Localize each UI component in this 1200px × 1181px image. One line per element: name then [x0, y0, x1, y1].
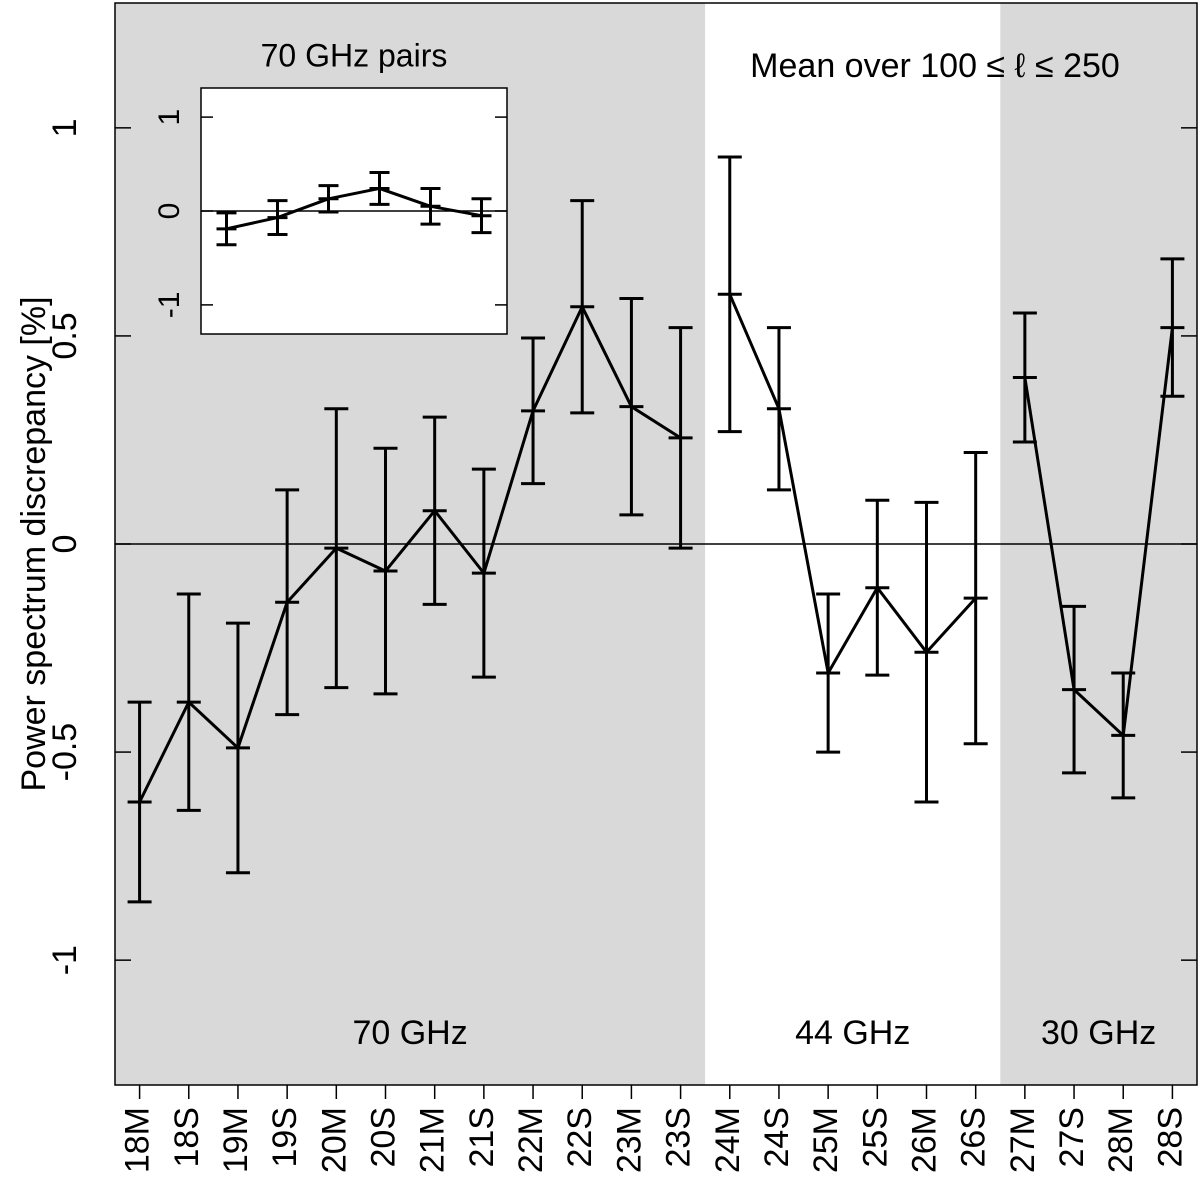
x-tick-label: 20M	[315, 1107, 353, 1173]
x-tick-label: 18M	[119, 1107, 157, 1173]
region-label: 44 GHz	[795, 1014, 910, 1052]
x-tick-label: 24M	[709, 1107, 747, 1173]
x-tick-label: 19S	[266, 1107, 304, 1168]
y-tick-label: 1	[153, 109, 186, 126]
x-tick-label: 22M	[512, 1107, 550, 1173]
x-tick-label: 19M	[217, 1107, 255, 1173]
x-tick-label: 24S	[758, 1107, 796, 1168]
region-label: 30 GHz	[1041, 1014, 1156, 1052]
y-tick-label: 0	[153, 203, 186, 220]
y-tick-label: 0.5	[46, 312, 84, 359]
plot-frame	[114, 2, 1198, 1086]
region-label: 70 GHz	[352, 1014, 467, 1052]
annotation: Mean over 100 ≤ ℓ ≤ 250	[750, 47, 1120, 85]
x-tick-label: 25S	[856, 1107, 894, 1168]
y-tick-label: -0.5	[46, 723, 84, 782]
x-tick-label: 23M	[610, 1107, 648, 1173]
data-line	[226, 186, 482, 231]
x-tick-label: 20S	[364, 1107, 402, 1168]
y-tick-label: 1	[46, 118, 84, 137]
x-tick-label: 23S	[660, 1107, 698, 1168]
inset-title: 70 GHz pairs	[261, 37, 448, 73]
y-tick-label: 0	[46, 535, 84, 554]
x-tick-label: 21S	[463, 1107, 501, 1168]
x-tick-label: 22S	[561, 1107, 599, 1168]
data-line	[138, 305, 682, 803]
x-tick-label: 21M	[414, 1107, 452, 1173]
data-line	[1023, 327, 1174, 737]
plot-frame	[200, 87, 508, 335]
y-axis-label: Power spectrum discrepancy [%]	[15, 296, 53, 791]
y-tick-label: -1	[153, 292, 186, 319]
x-tick-label: 26S	[955, 1107, 993, 1168]
x-tick-label: 27S	[1053, 1107, 1091, 1168]
x-tick-label: 28M	[1102, 1107, 1140, 1173]
x-tick-label: 27M	[1004, 1107, 1042, 1173]
y-tick-label: -1	[46, 945, 84, 975]
x-tick-label: 28S	[1151, 1107, 1189, 1168]
x-tick-label: 25M	[807, 1107, 845, 1173]
x-tick-label: 18S	[168, 1107, 206, 1168]
x-tick-label: 26M	[905, 1107, 943, 1173]
data-line	[728, 293, 977, 675]
